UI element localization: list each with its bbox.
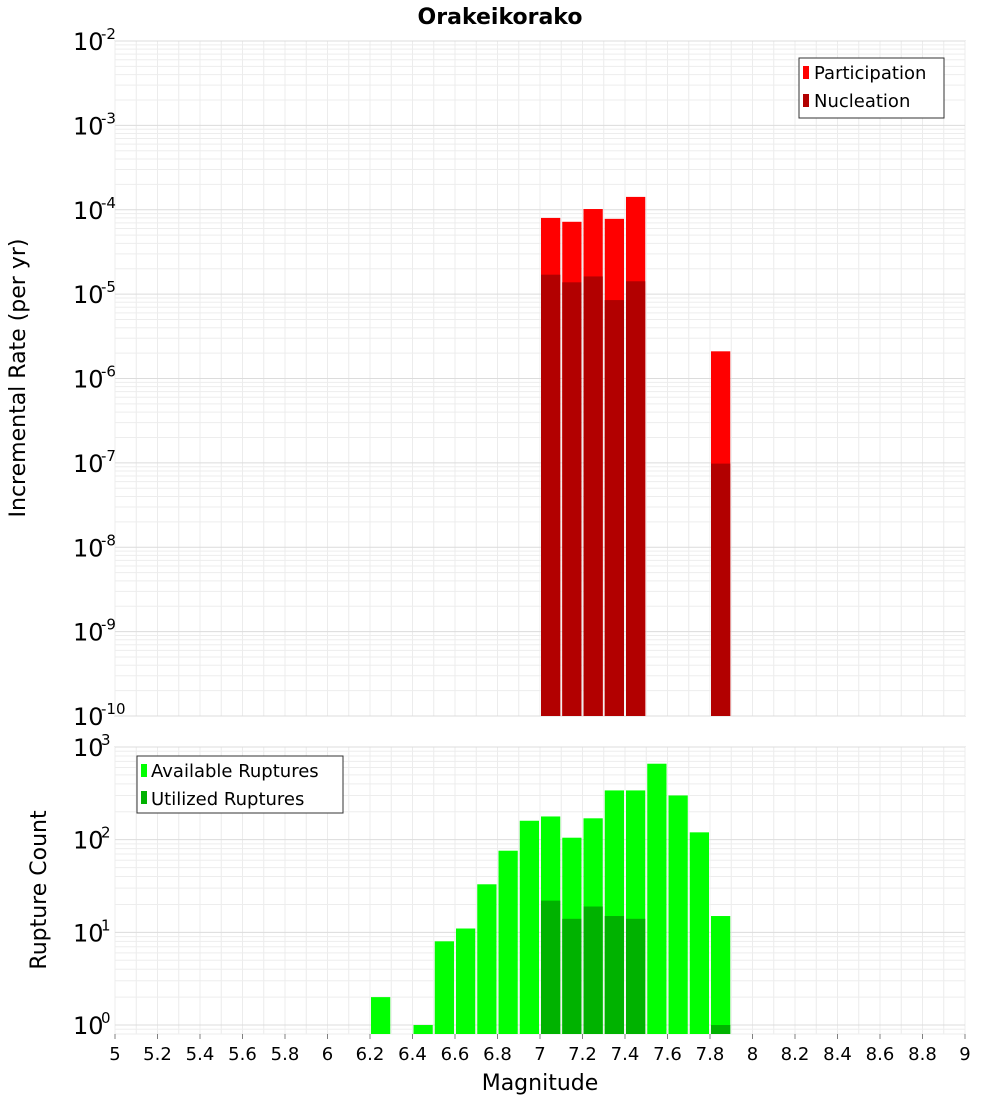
- x-tick-label: 6.4: [398, 1044, 427, 1065]
- x-tick-label: 5.4: [186, 1044, 215, 1065]
- top-y-tick-exponent: -9: [101, 616, 116, 634]
- legend-swatch-available: [141, 764, 147, 777]
- bottom-bar-available-ruptures: [668, 795, 688, 1034]
- bottom-y-tick-base: 10: [73, 919, 104, 947]
- x-tick-label: 6.6: [441, 1044, 470, 1065]
- bottom-bar-available-ruptures: [413, 1025, 433, 1034]
- bottom-y-tick-base: 10: [73, 1012, 104, 1040]
- legend-label-nucleation: Nucleation: [814, 91, 910, 112]
- bottom-bar-utilized-ruptures: [711, 1025, 731, 1034]
- x-axis-label: Magnitude: [482, 1071, 599, 1096]
- bottom-bar-available-ruptures: [519, 820, 539, 1034]
- bottom-bar-utilized-ruptures: [541, 900, 561, 1034]
- top-bar-nucleation: [562, 282, 582, 716]
- bottom-y-tick-base: 10: [73, 734, 104, 762]
- top-y-tick-base: 10: [73, 619, 104, 647]
- x-tick-label: 7.4: [611, 1044, 640, 1065]
- bottom-bar-available-ruptures: [371, 997, 391, 1034]
- top-legend-box: [798, 57, 945, 119]
- x-tick-label: 7.8: [696, 1044, 725, 1065]
- x-tick-label: 9: [959, 1044, 970, 1065]
- bottom-bar-utilized-ruptures: [626, 918, 646, 1034]
- x-tick-label: 5: [109, 1044, 120, 1065]
- bottom-bar-utilized-ruptures: [604, 916, 624, 1034]
- top-grid: [114, 40, 966, 717]
- bottom-legend-box: [136, 755, 344, 814]
- top-y-tick-exponent: -4: [101, 194, 116, 212]
- top-y-tick-base: 10: [73, 197, 104, 225]
- bottom-bar-available-ruptures: [498, 850, 518, 1034]
- x-tick-label: 8.8: [908, 1044, 937, 1065]
- bottom-bar-available-ruptures: [711, 916, 731, 1034]
- legend-label-utilized: Utilized Ruptures: [151, 789, 304, 810]
- top-y-tick-exponent: -5: [101, 278, 116, 296]
- legend-swatch-utilized: [141, 791, 147, 804]
- x-tick-label: 8.2: [781, 1044, 810, 1065]
- bottom-bar-available-ruptures: [477, 884, 497, 1034]
- bottom-y-tick-exponent: 1: [101, 916, 111, 934]
- top-y-tick-base: 10: [73, 703, 104, 731]
- x-tick-label: 6: [322, 1044, 333, 1065]
- top-y-tick-exponent: -2: [101, 25, 116, 43]
- top-bar-nucleation: [583, 276, 603, 716]
- top-y-tick-base: 10: [73, 450, 104, 478]
- top-panel: 10-210-310-410-510-610-710-810-910-10 In…: [6, 25, 966, 731]
- bottom-x-ticks: 5 5.2 5.4 5.6 5.8 6 6.2 6.4 6.6 6.8 7 7.2 7.4 7.6 7.8 8…: [109, 1034, 971, 1065]
- x-tick-label: 7.2: [568, 1044, 597, 1065]
- top-y-tick-base: 10: [73, 281, 104, 309]
- bottom-y-tick-exponent: 2: [101, 824, 111, 842]
- x-tick-label: 8.6: [866, 1044, 895, 1065]
- legend-label-participation: Participation: [814, 63, 926, 84]
- top-bar-nucleation: [626, 281, 646, 716]
- bottom-y-tick-base: 10: [73, 827, 104, 855]
- top-bar-nucleation: [604, 300, 624, 716]
- bottom-legend: Available Ruptures Utilized Ruptures: [136, 755, 344, 814]
- x-tick-label: 6.8: [483, 1044, 512, 1065]
- x-tick-label: 7: [534, 1044, 545, 1065]
- top-y-tick-exponent: -8: [101, 531, 116, 549]
- top-y-axis-label: Incremental Rate (per yr): [6, 239, 31, 518]
- top-y-tick-base: 10: [73, 28, 104, 56]
- legend-label-available: Available Ruptures: [151, 761, 319, 782]
- x-tick-label: 5.8: [271, 1044, 300, 1065]
- chart-title: Orakeikorako: [418, 5, 583, 30]
- top-y-tick-exponent: -3: [101, 109, 116, 127]
- bottom-bar-utilized-ruptures: [583, 906, 603, 1034]
- top-y-tick-exponent: -10: [101, 700, 126, 718]
- bottom-bar-utilized-ruptures: [562, 918, 582, 1034]
- bottom-bar-available-ruptures: [689, 832, 709, 1034]
- x-tick-label: 8.4: [823, 1044, 852, 1065]
- top-y-ticks: 10-210-310-410-510-610-710-810-910-10: [73, 25, 126, 731]
- x-tick-label: 5.6: [228, 1044, 257, 1065]
- top-bar-nucleation: [541, 274, 561, 716]
- x-tick-label: 5.2: [143, 1044, 172, 1065]
- bottom-bars: [371, 763, 731, 1034]
- top-y-tick-base: 10: [73, 112, 104, 140]
- x-tick-label: 6.2: [356, 1044, 385, 1065]
- top-y-tick-exponent: -7: [101, 447, 116, 465]
- bottom-y-tick-exponent: 3: [101, 731, 111, 749]
- legend-swatch-participation: [803, 66, 809, 79]
- top-y-tick-base: 10: [73, 366, 104, 394]
- top-bar-nucleation: [711, 463, 731, 716]
- bottom-bar-available-ruptures: [434, 941, 454, 1034]
- x-tick-label: 7.6: [653, 1044, 682, 1065]
- legend-swatch-nucleation: [803, 94, 809, 107]
- top-y-tick-base: 10: [73, 534, 104, 562]
- bottom-bar-available-ruptures: [647, 763, 667, 1034]
- top-legend: Participation Nucleation: [798, 57, 945, 119]
- bottom-bar-available-ruptures: [456, 928, 476, 1034]
- bottom-y-axis-label: Rupture Count: [27, 810, 52, 970]
- x-tick-label: 8: [747, 1044, 758, 1065]
- top-y-tick-exponent: -6: [101, 363, 116, 381]
- top-bars: [541, 196, 731, 717]
- bottom-y-tick-exponent: 0: [101, 1009, 111, 1027]
